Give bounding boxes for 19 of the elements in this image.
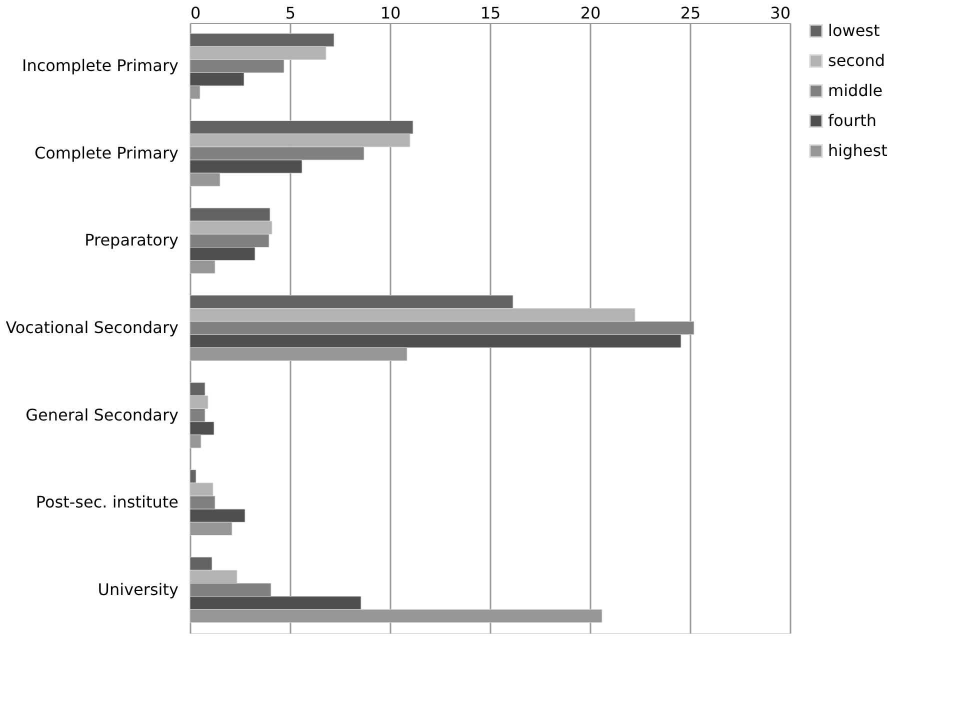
x-tick-label: 15 <box>480 4 501 22</box>
legend-label: second <box>828 51 886 70</box>
y-tick-label: Incomplete Primary <box>22 56 178 76</box>
x-tick-label: 0 <box>190 4 201 22</box>
y-tick-label: Preparatory <box>84 230 178 250</box>
legend-label: highest <box>828 141 888 160</box>
legend-label: fourth <box>828 111 877 130</box>
y-tick-label: Post-sec. institute <box>36 492 178 512</box>
y-tick-label: Vocational Secondary <box>6 318 178 337</box>
y-tick-label: Complete Primary <box>34 143 178 162</box>
x-tick-label: 20 <box>580 4 601 22</box>
y-tick-label: University <box>98 580 178 599</box>
x-tick-label: 10 <box>380 4 401 22</box>
legend-label: middle <box>828 81 883 100</box>
x-tick-label: 5 <box>285 4 296 22</box>
y-tick-label: General Secondary <box>26 405 178 424</box>
x-tick-label: 25 <box>680 4 701 22</box>
x-tick-label: 30 <box>770 4 790 22</box>
legend-label: lowest <box>828 21 880 40</box>
